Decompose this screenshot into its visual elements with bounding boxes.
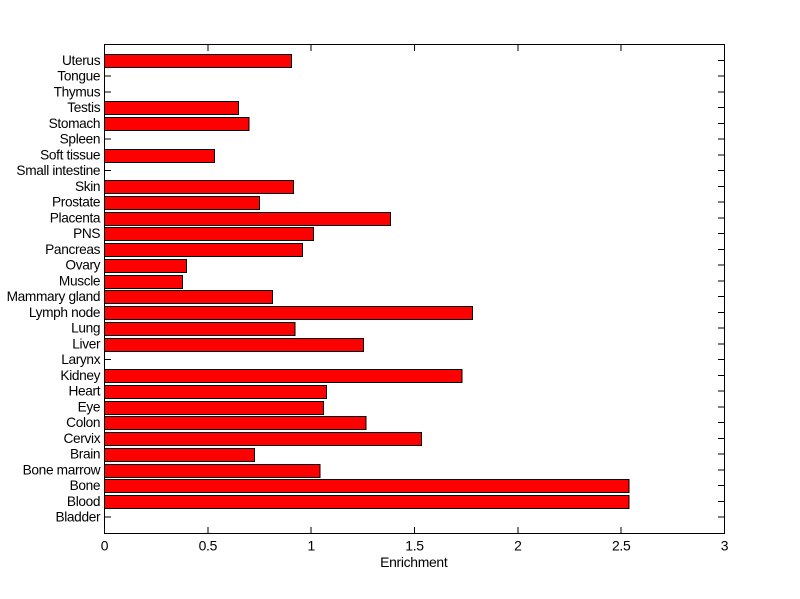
- svg-text:Bone: Bone: [70, 478, 101, 493]
- svg-text:Enrichment: Enrichment: [380, 554, 448, 570]
- svg-text:Tongue: Tongue: [57, 69, 100, 84]
- svg-text:2.5: 2.5: [612, 538, 631, 554]
- svg-text:Bone marrow: Bone marrow: [23, 462, 101, 477]
- svg-text:Bladder: Bladder: [55, 510, 101, 525]
- svg-text:Liver: Liver: [72, 336, 101, 351]
- svg-text:Lung: Lung: [71, 321, 100, 336]
- svg-text:2: 2: [514, 538, 522, 554]
- svg-text:Larynx: Larynx: [61, 352, 100, 367]
- svg-text:Stomach: Stomach: [49, 116, 101, 131]
- svg-text:Skin: Skin: [75, 179, 100, 194]
- svg-text:Muscle: Muscle: [59, 273, 100, 288]
- svg-text:Heart: Heart: [68, 384, 100, 399]
- svg-text:1.5: 1.5: [405, 538, 424, 554]
- svg-text:Mammary gland: Mammary gland: [7, 289, 101, 304]
- svg-text:Spleen: Spleen: [60, 132, 101, 147]
- svg-text:Soft tissue: Soft tissue: [40, 147, 100, 162]
- svg-text:PNS: PNS: [73, 226, 100, 241]
- svg-text:Prostate: Prostate: [52, 195, 100, 210]
- svg-text:Cervix: Cervix: [64, 431, 101, 446]
- svg-text:Kidney: Kidney: [60, 368, 100, 383]
- svg-text:Brain: Brain: [70, 447, 100, 462]
- svg-text:Colon: Colon: [66, 415, 100, 430]
- svg-text:Testis: Testis: [67, 100, 100, 115]
- svg-text:Ovary: Ovary: [65, 258, 100, 273]
- svg-text:0: 0: [101, 538, 109, 554]
- svg-text:1: 1: [307, 538, 315, 554]
- svg-text:Uterus: Uterus: [62, 53, 101, 68]
- svg-text:Blood: Blood: [67, 494, 100, 509]
- svg-text:Small intestine: Small intestine: [16, 163, 100, 178]
- svg-text:3: 3: [721, 538, 729, 554]
- svg-text:Pancreas: Pancreas: [45, 242, 101, 257]
- svg-text:Eye: Eye: [78, 399, 101, 414]
- svg-text:Thymus: Thymus: [54, 84, 101, 99]
- svg-text:0.5: 0.5: [199, 538, 218, 554]
- svg-text:Lymph node: Lymph node: [29, 305, 100, 320]
- svg-text:Placenta: Placenta: [50, 210, 101, 225]
